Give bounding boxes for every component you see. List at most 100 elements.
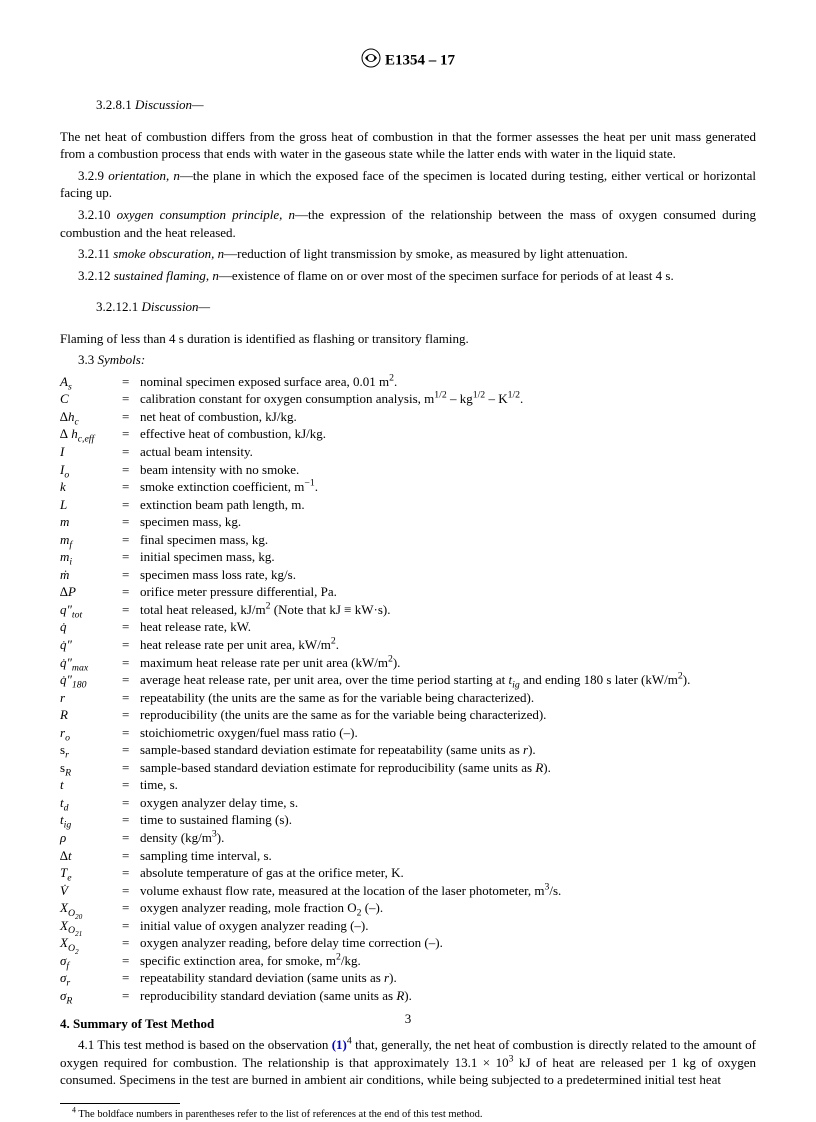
symbol-row: sr=sample-based standard deviation estim… [60,741,694,759]
symbol-row: k=smoke extinction coefficient, m−1. [60,478,694,496]
symbol-row: r=repeatability (the units are the same … [60,689,694,707]
equals: = [122,776,140,794]
symbol-definition: specific extinction area, for smoke, m2/… [140,952,694,970]
symbol-row: C=calibration constant for oxygen consum… [60,390,694,408]
equals: = [122,934,140,952]
symbol-row: σf=specific extinction area, for smoke, … [60,952,694,970]
symbol-row: ro=stoichiometric oxygen/fuel mass ratio… [60,724,694,742]
symbol-definition: absolute temperature of gas at the orifi… [140,864,694,882]
symbol: mi [60,548,122,566]
symbol: mf [60,531,122,549]
symbol-definition: time to sustained flaming (s). [140,811,694,829]
def-3.2.10: 3.2.10 oxygen consumption principle, n—t… [60,206,756,241]
symbol-row: XO21=initial value of oxygen analyzer re… [60,917,694,935]
symbol-row: td=oxygen analyzer delay time, s. [60,794,694,812]
symbol-row: σr=repeatability standard deviation (sam… [60,969,694,987]
reference-link[interactable]: (1) [332,1037,347,1052]
symbol: td [60,794,122,812]
symbol-definition: average heat release rate, per unit area… [140,671,694,689]
symbol-row: q̇=heat release rate, kW. [60,618,694,636]
symbol-row: q″tot=total heat released, kJ/m2 (Note t… [60,601,694,619]
symbol-definition: specimen mass loss rate, kg/s. [140,566,694,584]
equals: = [122,689,140,707]
equals: = [122,864,140,882]
para-4.1: 4.1 This test method is based on the obs… [60,1036,756,1089]
designation: E1354 – 17 [385,53,455,69]
discussion-3.2.12.1: Flaming of less than 4 s duration is ide… [60,330,756,348]
symbol-definition: repeatability standard deviation (same u… [140,969,694,987]
equals: = [122,566,140,584]
equals: = [122,496,140,514]
symbol-definition: initial specimen mass, kg. [140,548,694,566]
symbol-row: mf=final specimen mass, kg. [60,531,694,549]
equals: = [122,829,140,847]
symbol-row: As=nominal specimen exposed surface area… [60,373,694,391]
symbol: q̇ [60,618,122,636]
symbol: sr [60,741,122,759]
symbol-definition: orifice meter pressure differential, Pa. [140,583,694,601]
symbol-row: L=extinction beam path length, m. [60,496,694,514]
symbol-row: Te=absolute temperature of gas at the or… [60,864,694,882]
symbol-row: σR=reproducibility standard deviation (s… [60,987,694,1005]
discussion-3.2.8.1: The net heat of combustion differs from … [60,128,756,163]
equals: = [122,969,140,987]
symbol-definition: heat release rate per unit area, kW/m2. [140,636,694,654]
symbol: ∆P [60,583,122,601]
symbol: ρ [60,829,122,847]
symbol-row: q̇″=heat release rate per unit area, kW/… [60,636,694,654]
symbol-definition: sample-based standard deviation estimate… [140,741,694,759]
symbol: k [60,478,122,496]
equals: = [122,706,140,724]
symbol-row: I=actual beam intensity. [60,443,694,461]
equals: = [122,741,140,759]
symbol-row: ∆t=sampling time interval, s. [60,847,694,865]
equals: = [122,724,140,742]
symbol: r [60,689,122,707]
symbols-table: As = nominal specimen exposed surface area… [60,373,694,1005]
footnote-4: 4 The boldface numbers in parentheses re… [60,1108,756,1122]
equals: = [122,987,140,1005]
symbol: Te [60,864,122,882]
symbol-definition: extinction beam path length, m. [140,496,694,514]
equals: = [122,443,140,461]
symbol-definition: nominal specimen exposed surface area, 0… [140,373,694,391]
symbol: I [60,443,122,461]
symbol-row: XO2=oxygen analyzer reading, before dela… [60,934,694,952]
equals: = [122,583,140,601]
symbol: σR [60,987,122,1005]
heading-3.2.12.1: 3.2.12.1 Discussion— [60,298,756,316]
heading-3.2.8.1: 3.2.8.1 Discussion— [60,96,756,114]
symbol: σr [60,969,122,987]
equals: = [122,618,140,636]
symbol-definition: time, s. [140,776,694,794]
symbol-row: ∆hc=net heat of combustion, kJ/kg. [60,408,694,426]
astm-logo [361,48,381,74]
equals: = [122,847,140,865]
symbol-definition: sample-based standard deviation estimate… [140,759,694,777]
symbol: q̇″ [60,636,122,654]
symbol-definition: repeatability (the units are the same as… [140,689,694,707]
equals: = [122,899,140,917]
symbol: C [60,390,122,408]
equals: = [122,548,140,566]
equals: = [122,478,140,496]
symbol-row: Io=beam intensity with no smoke. [60,461,694,479]
symbol: tig [60,811,122,829]
symbol: ∆t [60,847,122,865]
symbol-definition: maximum heat release rate per unit area … [140,654,694,672]
symbol-row: q̇″max=maximum heat release rate per uni… [60,654,694,672]
equals: = [122,654,140,672]
symbol-definition: sampling time interval, s. [140,847,694,865]
symbol-definition: specimen mass, kg. [140,513,694,531]
symbol-row: ∆P=orifice meter pressure differential, … [60,583,694,601]
equals: = [122,917,140,935]
symbol-row: ṁ=specimen mass loss rate, kg/s. [60,566,694,584]
symbol: As [60,373,122,391]
symbol: R [60,706,122,724]
equals: = [122,952,140,970]
equals: = [122,794,140,812]
equals: = [122,425,140,443]
symbol: L [60,496,122,514]
symbol-definition: heat release rate, kW. [140,618,694,636]
symbol: q̇″180 [60,671,122,689]
